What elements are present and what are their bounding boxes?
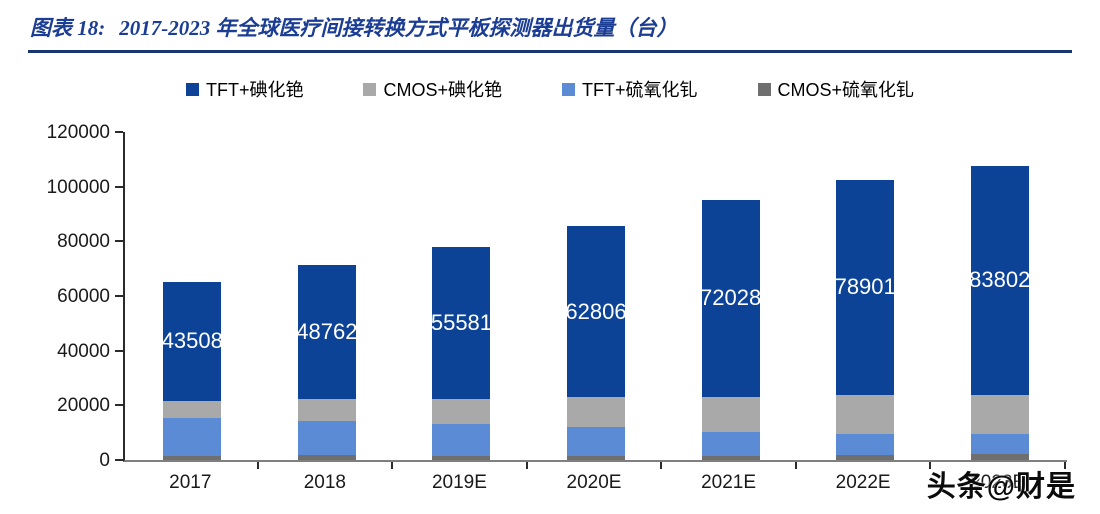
legend-label: CMOS+硫氧化钆 [777,80,915,100]
category-slot-2023E: 83802 [932,132,1067,460]
y-axis-tick-mark [115,131,123,133]
legend-label: TFT+硫氧化钆 [582,80,698,100]
x-axis-tick-label: 2019E [431,472,487,493]
bar-segment [970,394,1029,435]
stacked-bar-2018: 48762 [296,265,358,460]
bar-segment [163,455,222,460]
bar-segment [836,395,895,435]
bar-segment: 55581 [430,246,493,399]
stacked-bar-2023E: 83802 [969,165,1031,460]
bar-segment [701,455,760,460]
category-slot-2018: 48762 [260,132,395,460]
bar-segment [297,420,356,456]
legend-swatch-icon [363,82,377,96]
stacked-bar-2022E: 78901 [834,179,896,460]
legend-label: CMOS+碘化铯 [383,80,502,100]
y-axis-tick-mark [115,349,123,352]
y-axis-tick-label: 60000 [57,286,110,307]
watermark: 头条@财是 [926,471,1076,503]
figure-number-label: 图表 18: [30,16,106,40]
y-axis-tick-mark [115,240,123,243]
y-axis-tick-mark [115,295,123,297]
bar-segment [163,417,222,456]
bar-value-label: 43508 [161,328,223,354]
x-axis-tick-label: 2022E [835,472,891,493]
bar-segment: 43508 [161,281,223,401]
bar-segment [970,454,1029,460]
legend-item-1: CMOS+碘化铯 [363,76,502,102]
y-axis-tick-label: 120000 [46,122,110,143]
legend-item-3: CMOS+硫氧化钆 [757,76,915,102]
y-axis-tick-mark [115,459,123,461]
y-axis-tick-mark [115,404,123,407]
y-axis-tick-label: 0 [99,450,110,471]
bar-value-label: 83802 [969,267,1031,293]
legend-swatch-icon [757,82,771,96]
bar-segment [297,398,356,421]
bar-segment [567,397,626,428]
plot-area: 43508 48762 55581 62806 72028 78901 83802 [123,132,1067,462]
bar-segment [701,396,760,433]
legend-swatch-icon [562,82,575,96]
stacked-bar-2019E: 55581 [430,246,493,460]
x-axis-tick-label: 2018 [303,472,346,493]
stacked-bar-2017: 43508 [161,281,223,460]
bar-value-label: 55581 [430,309,493,335]
y-axis-tick-label: 20000 [57,395,110,417]
bar-segment [567,427,626,456]
stacked-bar-2020E: 62806 [565,225,627,460]
bar-segment [836,454,895,460]
title-divider [28,50,1072,53]
bar-segment: 62806 [565,225,627,398]
bar-value-label: 62806 [565,298,627,324]
bar-segment [836,434,895,455]
bar-segment: 48762 [296,265,358,399]
x-axis-tick-mark [660,462,663,469]
x-axis-tick-mark [794,462,797,469]
y-axis-tick-label: 80000 [57,231,110,253]
x-axis-tick-label: 2017 [169,472,212,493]
legend-swatch-icon [185,82,199,96]
bar-value-label: 78901 [834,274,896,300]
bar-segment [432,424,491,456]
bar-segment [970,434,1029,454]
bar-segment [432,455,491,460]
x-axis-tick-label: 2023E [970,472,1026,493]
bar-segment [163,400,222,418]
bar-segment: 78901 [834,179,896,396]
bar-segment: 83802 [969,165,1031,395]
x-axis-tick-mark [391,462,394,469]
x-axis-tick-mark [525,462,528,469]
x-axis-tick-label: 2021E [701,472,757,493]
figure-title: 2017-2023 年全球医疗间接转换方式平板探测器出货量（台） [119,16,678,40]
bar-segment [567,455,626,460]
category-slot-2020E: 62806 [529,132,664,460]
legend-item-2: TFT+硫氧化钆 [562,76,698,102]
bar-segment: 72028 [700,199,762,397]
legend-item-0: TFT+碘化铯 [185,76,304,102]
bar-segment [297,455,356,460]
chart-legend: TFT+碘化铯 CMOS+碘化铯 TFT+硫氧化钆 CMOS+硫氧化钆 [0,76,1100,102]
category-slot-2022E: 78901 [798,132,933,460]
x-axis-tick-mark [256,462,259,469]
legend-label: TFT+碘化铯 [205,80,304,100]
x-axis-tick-mark [1064,462,1066,469]
x-axis-tick-mark [929,462,932,469]
category-slot-2021E: 72028 [663,132,798,460]
x-axis-tick-label: 2020E [566,472,622,493]
stacked-bar-2021E: 72028 [700,199,762,460]
y-axis-tick-label: 100000 [46,176,110,198]
figure-title-row: 图表 18: 2017-2023 年全球医疗间接转换方式平板探测器出货量（台） [30,12,678,42]
bar-segment [432,398,491,425]
bar-value-label: 72028 [700,285,762,311]
y-axis-tick-mark [115,185,123,188]
category-slot-2019E: 55581 [394,132,529,460]
bar-segment [701,432,760,456]
bar-value-label: 48762 [296,318,358,344]
y-axis-tick-label: 40000 [57,340,110,362]
category-slot-2017: 43508 [125,132,260,460]
